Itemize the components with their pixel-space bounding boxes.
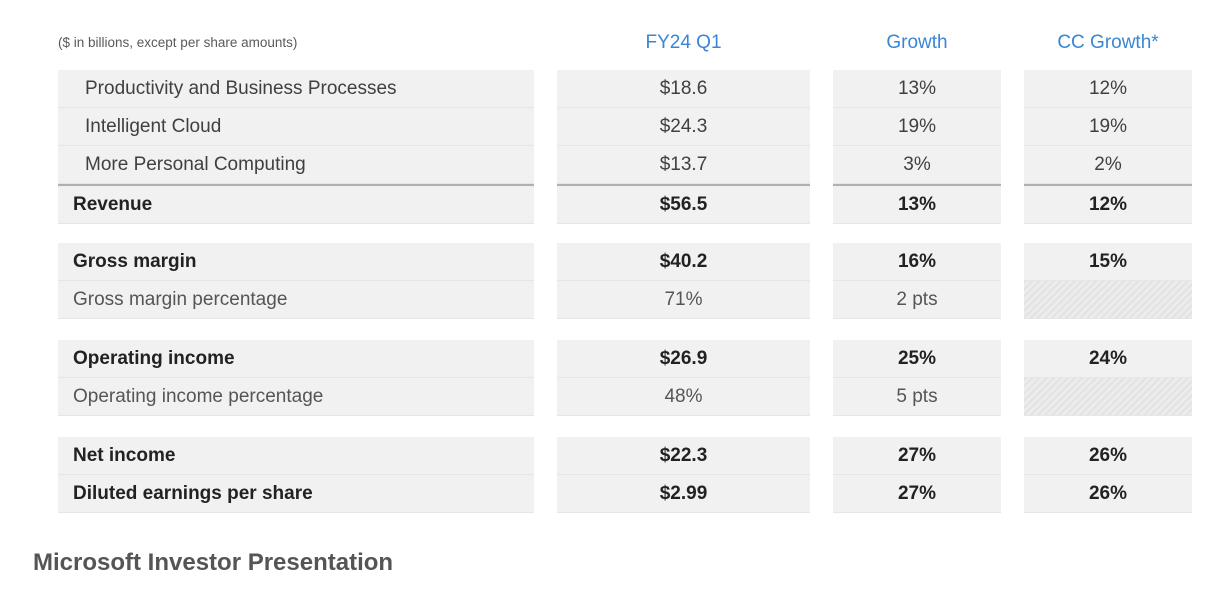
cell-cc-growth: 2% — [1024, 146, 1192, 184]
table-row: Net income $22.3 27% 26% — [0, 437, 1224, 475]
cell-value: $22.3 — [557, 437, 810, 475]
cell-cc-growth: 19% — [1024, 108, 1192, 146]
cell-growth: 5 pts — [833, 378, 1001, 416]
row-label-text: More Personal Computing — [85, 154, 306, 175]
table-row: Intelligent Cloud $24.3 19% 19% — [0, 108, 1224, 146]
row-label: Revenue — [58, 184, 534, 224]
row-label: Operating income percentage — [58, 378, 534, 416]
cell-cc-growth: 15% — [1024, 243, 1192, 281]
cell-cc-growth: 12% — [1024, 184, 1192, 224]
row-label-text: Revenue — [73, 194, 153, 215]
cell-growth: 2 pts — [833, 281, 1001, 319]
row-label-text: Intelligent Cloud — [85, 116, 222, 137]
cell-cc-growth: 12% — [1024, 70, 1192, 108]
cell-cc-growth: 26% — [1024, 475, 1192, 513]
cell-growth: 13% — [833, 184, 1001, 224]
table-row: More Personal Computing $13.7 3% 2% — [0, 146, 1224, 184]
row-label: Net income — [58, 437, 534, 475]
row-label: More Personal Computing — [58, 146, 534, 184]
caption: Microsoft Investor Presentation — [33, 549, 394, 576]
cell-value: 48% — [557, 378, 810, 416]
cell-value: $24.3 — [557, 108, 810, 146]
cell-growth: 19% — [833, 108, 1001, 146]
cell-value: $18.6 — [557, 70, 810, 108]
units-note: ($ in billions, except per share amounts… — [58, 35, 298, 50]
cell-value: $2.99 — [557, 475, 810, 513]
cell-value: $56.5 — [557, 184, 810, 224]
table-row: Gross margin percentage 71% 2 pts — [0, 281, 1224, 319]
row-label: Gross margin percentage — [58, 281, 534, 319]
cell-cc-growth — [1024, 281, 1192, 319]
cell-growth: 16% — [833, 243, 1001, 281]
table-row: Revenue $56.5 13% 12% — [0, 184, 1224, 224]
row-label: Productivity and Business Processes — [58, 70, 534, 108]
table-row: Diluted earnings per share $2.99 27% 26% — [0, 475, 1224, 513]
cell-value: $26.9 — [557, 340, 810, 378]
column-header-growth: Growth — [886, 32, 948, 53]
column-header-fy24-q1: FY24 Q1 — [645, 32, 722, 53]
row-label-text: Operating income — [73, 348, 235, 369]
row-label: Diluted earnings per share — [58, 475, 534, 513]
cell-growth: 27% — [833, 437, 1001, 475]
row-label: Operating income — [58, 340, 534, 378]
row-label-text: Diluted earnings per share — [73, 483, 313, 504]
cell-growth: 3% — [833, 146, 1001, 184]
table-row: Operating income percentage 48% 5 pts — [0, 378, 1224, 416]
cell-cc-growth: 26% — [1024, 437, 1192, 475]
row-label: Gross margin — [58, 243, 534, 281]
table-row: Gross margin $40.2 16% 15% — [0, 243, 1224, 281]
table-row: Productivity and Business Processes $18.6… — [0, 70, 1224, 108]
cell-growth: 25% — [833, 340, 1001, 378]
cell-value: $40.2 — [557, 243, 810, 281]
financial-summary-table: ($ in billions, except per share amounts… — [0, 32, 1224, 513]
row-label-text: Gross margin percentage — [73, 289, 288, 310]
cell-value: $13.7 — [557, 146, 810, 184]
cell-cc-growth — [1024, 378, 1192, 416]
cell-cc-growth: 24% — [1024, 340, 1192, 378]
row-label-text: Net income — [73, 445, 176, 466]
row-label-text: Productivity and Business Processes — [85, 78, 397, 99]
row-label-text: Gross margin — [73, 251, 197, 272]
cell-growth: 13% — [833, 70, 1001, 108]
column-header-cc-growth: CC Growth* — [1057, 32, 1159, 53]
table-row: Operating income $26.9 25% 24% — [0, 340, 1224, 378]
row-label-text: Operating income percentage — [73, 386, 324, 407]
cell-growth: 27% — [833, 475, 1001, 513]
row-label: Intelligent Cloud — [58, 108, 534, 146]
cell-value: 71% — [557, 281, 810, 319]
